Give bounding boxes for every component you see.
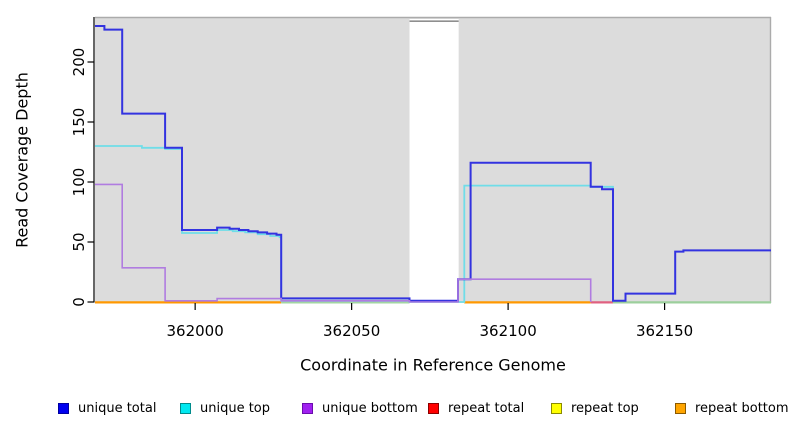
masked-region xyxy=(409,19,459,303)
legend-swatch xyxy=(675,402,686,414)
y-tick-label: 100 xyxy=(70,167,88,197)
y-tick-label: 0 xyxy=(70,297,88,307)
x-tick-label: 362050 xyxy=(322,322,381,340)
legend-swatch xyxy=(551,402,562,414)
legend-label: unique bottom xyxy=(322,400,418,416)
legend-item-repeat-total: repeat total xyxy=(428,400,525,416)
legend-item-unique-bottom: unique bottom xyxy=(302,400,418,416)
legend-swatch xyxy=(180,402,191,414)
legend-item-unique-top: unique top xyxy=(180,400,271,416)
x-axis-title: Coordinate in Reference Genome xyxy=(300,355,566,375)
y-tick-label: 200 xyxy=(70,47,88,77)
x-tick-label: 362100 xyxy=(479,322,537,340)
legend-item-repeat-bottom: repeat bottom xyxy=(675,400,789,416)
legend-label: unique top xyxy=(200,400,271,416)
legend-label: unique total xyxy=(78,400,157,416)
legend-swatch xyxy=(428,402,439,414)
y-tick-label: 50 xyxy=(70,232,88,252)
legend-label: repeat bottom xyxy=(695,400,789,416)
legend-swatch xyxy=(58,402,69,414)
series-line-unique-top xyxy=(95,145,614,303)
legend-item-repeat-top: repeat top xyxy=(551,400,639,416)
series-line-unique-bottom xyxy=(95,183,592,303)
series-line-unique-total xyxy=(95,25,771,302)
y-tick-label: 150 xyxy=(70,107,88,137)
x-tick-label: 362150 xyxy=(635,322,694,340)
legend-swatch xyxy=(302,402,313,414)
y-axis-title: Read Coverage Depth xyxy=(12,72,32,248)
legend-label: repeat top xyxy=(571,400,639,416)
legend-item-unique-total: unique total xyxy=(58,400,157,416)
x-tick-label: 362000 xyxy=(166,322,224,340)
legend-label: repeat total xyxy=(448,400,525,416)
